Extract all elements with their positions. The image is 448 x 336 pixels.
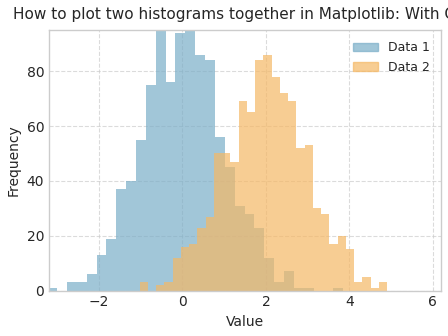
Bar xyxy=(198,227,206,291)
Bar xyxy=(185,11,195,291)
Bar xyxy=(172,258,181,291)
Bar xyxy=(321,214,329,291)
Bar xyxy=(189,244,198,291)
Bar xyxy=(136,140,146,291)
Bar xyxy=(205,60,215,291)
Bar xyxy=(288,101,297,291)
X-axis label: Value: Value xyxy=(226,315,264,329)
Bar xyxy=(214,154,222,291)
Bar xyxy=(313,208,321,291)
Bar xyxy=(47,288,57,291)
Legend: Data 1, Data 2: Data 1, Data 2 xyxy=(348,36,435,79)
Bar xyxy=(247,112,255,291)
Bar xyxy=(166,82,176,291)
Bar xyxy=(156,22,166,291)
Bar xyxy=(371,288,379,291)
Bar xyxy=(225,167,235,291)
Bar xyxy=(245,214,254,291)
Bar xyxy=(333,288,343,291)
Bar xyxy=(362,277,371,291)
Bar xyxy=(206,217,214,291)
Bar xyxy=(379,283,387,291)
Y-axis label: Frequency: Frequency xyxy=(7,124,21,196)
Bar xyxy=(97,255,107,291)
Bar xyxy=(255,60,263,291)
Bar xyxy=(284,271,294,291)
Bar xyxy=(116,189,126,291)
Bar xyxy=(304,288,314,291)
Bar xyxy=(254,227,264,291)
Bar xyxy=(294,288,304,291)
Bar xyxy=(263,55,271,291)
Title: How to plot two histograms together in Matplotlib: With Grid: How to plot two histograms together in M… xyxy=(13,7,448,22)
Bar xyxy=(164,283,172,291)
Bar xyxy=(329,244,338,291)
Bar xyxy=(354,283,362,291)
Bar xyxy=(305,145,313,291)
Bar xyxy=(346,250,354,291)
Bar xyxy=(235,206,245,291)
Bar xyxy=(107,239,116,291)
Bar xyxy=(87,274,97,291)
Bar xyxy=(271,77,280,291)
Bar xyxy=(338,236,346,291)
Bar xyxy=(146,85,156,291)
Bar xyxy=(195,55,205,291)
Bar xyxy=(297,148,305,291)
Bar xyxy=(77,283,87,291)
Bar xyxy=(140,283,148,291)
Bar xyxy=(126,181,136,291)
Bar xyxy=(156,285,164,291)
Bar xyxy=(274,283,284,291)
Bar xyxy=(176,33,185,291)
Bar xyxy=(239,101,247,291)
Bar xyxy=(215,137,225,291)
Bar xyxy=(181,247,189,291)
Bar xyxy=(230,162,239,291)
Bar xyxy=(222,154,230,291)
Bar xyxy=(280,93,288,291)
Bar xyxy=(67,283,77,291)
Bar xyxy=(264,258,274,291)
